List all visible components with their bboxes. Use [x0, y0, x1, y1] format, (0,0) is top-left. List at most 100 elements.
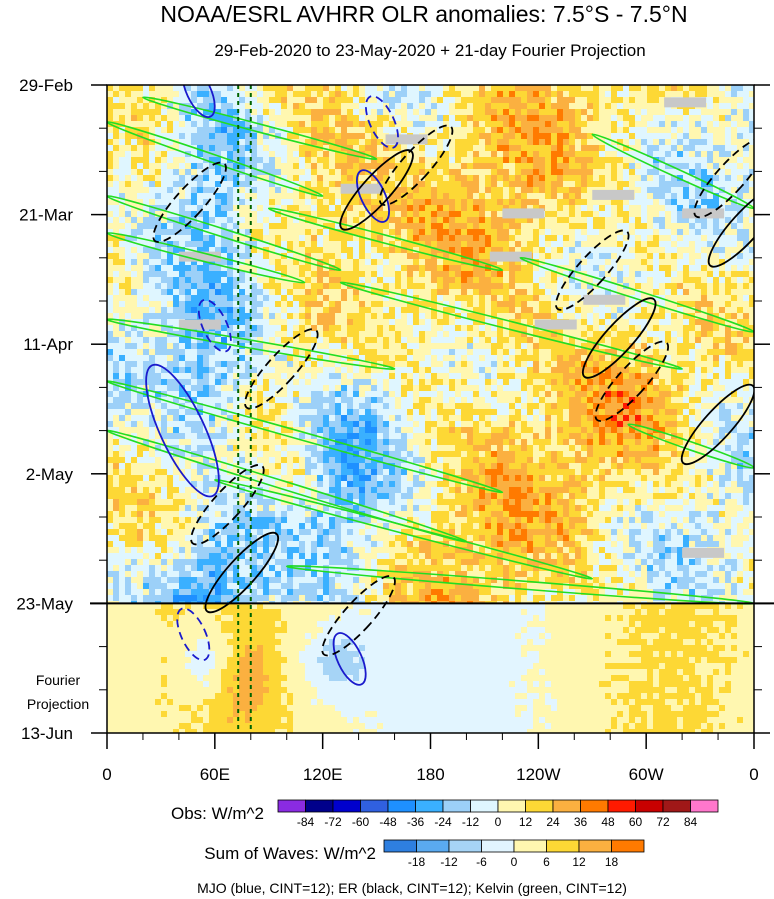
- olr-cell: [509, 199, 516, 206]
- olr-cell: [707, 337, 714, 344]
- olr-cell: [677, 331, 684, 338]
- olr-cell: [257, 337, 264, 344]
- olr-cell: [149, 121, 156, 128]
- olr-cell: [581, 259, 588, 266]
- olr-cell: [317, 133, 324, 140]
- olr-cell: [275, 187, 282, 194]
- olr-cell: [341, 85, 348, 92]
- olr-cell: [131, 253, 138, 260]
- olr-cell: [557, 235, 564, 242]
- olr-cell: [299, 145, 306, 152]
- olr-cell: [725, 265, 732, 272]
- olr-cell: [107, 361, 114, 368]
- olr-cell: [113, 307, 120, 314]
- olr-cell: [107, 319, 114, 326]
- olr-cell: [665, 157, 672, 164]
- olr-cell: [389, 307, 396, 314]
- olr-cell: [587, 187, 594, 194]
- olr-cell: [365, 217, 372, 224]
- olr-cell: [575, 85, 582, 92]
- olr-cell: [425, 235, 432, 242]
- olr-cell: [107, 217, 114, 224]
- olr-cell: [341, 169, 348, 176]
- olr-cell: [743, 121, 750, 128]
- olr-cell: [149, 151, 156, 158]
- olr-cell: [473, 235, 480, 242]
- olr-cell: [683, 181, 690, 188]
- olr-cell: [317, 217, 324, 224]
- olr-cell: [329, 133, 336, 140]
- olr-cell: [215, 169, 222, 176]
- olr-cell: [557, 139, 564, 146]
- olr-cell: [515, 337, 522, 344]
- olr-cell: [629, 235, 636, 242]
- olr-cell: [299, 295, 306, 302]
- olr-cell: [563, 109, 570, 116]
- olr-cell: [233, 157, 240, 164]
- olr-cell: [353, 295, 360, 302]
- olr-cell: [551, 217, 558, 224]
- olr-cell: [731, 157, 738, 164]
- olr-cell: [419, 187, 426, 194]
- olr-cell: [539, 157, 546, 164]
- olr-cell: [473, 337, 480, 344]
- olr-cell: [461, 325, 468, 332]
- olr-cell: [653, 181, 660, 188]
- olr-cell: [419, 115, 426, 122]
- olr-cell: [371, 223, 378, 230]
- olr-cell: [593, 109, 600, 116]
- olr-cell: [497, 355, 504, 362]
- olr-cell: [431, 241, 438, 248]
- olr-cell: [491, 343, 498, 350]
- olr-cell: [107, 259, 114, 266]
- olr-cell: [359, 343, 366, 350]
- olr-cell: [575, 235, 582, 242]
- olr-cell: [167, 253, 174, 260]
- olr-cell: [503, 265, 510, 272]
- olr-cell: [725, 85, 732, 92]
- olr-cell: [509, 277, 516, 284]
- olr-cell: [197, 205, 204, 212]
- olr-cell: [617, 169, 624, 176]
- olr-cell: [413, 223, 420, 230]
- olr-cell: [575, 181, 582, 188]
- olr-cell: [419, 181, 426, 188]
- olr-cell: [299, 187, 306, 194]
- olr-cell: [293, 289, 300, 296]
- olr-cell: [347, 331, 354, 338]
- olr-cell: [323, 193, 330, 200]
- olr-cell: [407, 343, 414, 350]
- olr-cell: [407, 97, 414, 104]
- olr-cell: [323, 343, 330, 350]
- olr-cell: [509, 241, 516, 248]
- olr-cell: [719, 271, 726, 278]
- olr-cell: [143, 223, 150, 230]
- olr-cell: [407, 205, 414, 212]
- olr-cell: [557, 199, 564, 206]
- olr-cell: [737, 229, 744, 236]
- olr-cell: [227, 205, 234, 212]
- olr-cell: [353, 193, 360, 200]
- olr-cell: [521, 337, 528, 344]
- olr-cell: [647, 289, 654, 296]
- olr-cell: [413, 97, 420, 104]
- olr-cell: [605, 319, 612, 326]
- olr-cell: [653, 349, 660, 356]
- olr-cell: [137, 139, 144, 146]
- olr-cell: [227, 187, 234, 194]
- olr-cell: [437, 91, 444, 98]
- olr-cell: [545, 265, 552, 272]
- olr-cell: [239, 97, 246, 104]
- olr-cell: [569, 253, 576, 260]
- olr-cell: [425, 115, 432, 122]
- olr-cell: [155, 121, 162, 128]
- olr-cell: [413, 121, 420, 128]
- olr-cell: [395, 175, 402, 182]
- olr-cell: [719, 247, 726, 254]
- olr-cell: [263, 277, 270, 284]
- olr-cell: [713, 103, 720, 110]
- olr-cell: [137, 217, 144, 224]
- olr-cell: [287, 277, 294, 284]
- olr-cell: [545, 157, 552, 164]
- olr-cell: [563, 181, 570, 188]
